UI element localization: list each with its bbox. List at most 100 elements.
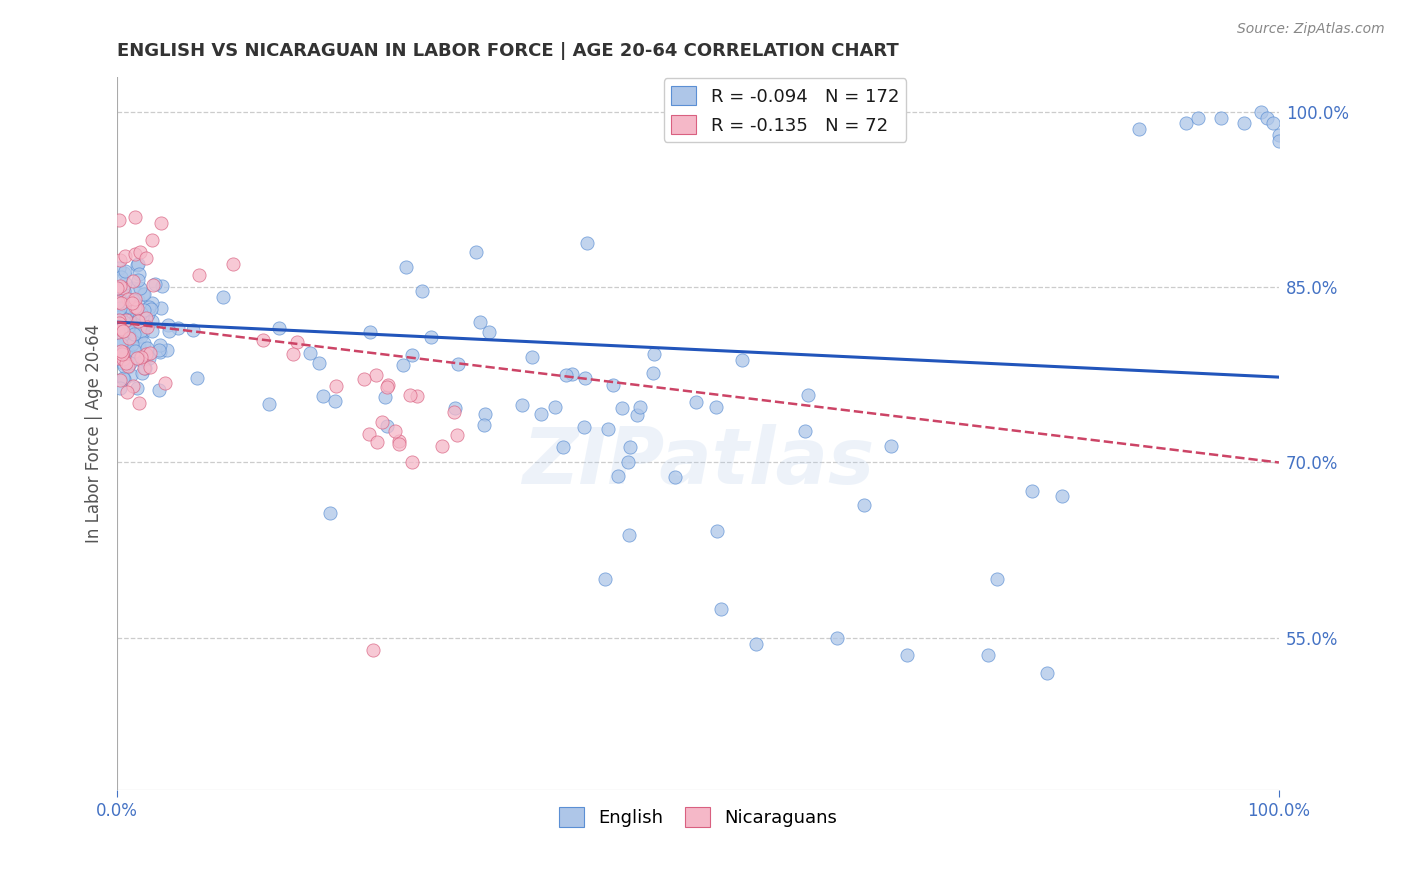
Point [128, 268, 150, 282]
Point [114, 248, 136, 262]
Point [986, 572, 1008, 586]
Point [117, 350, 139, 364]
Point [132, 286, 155, 301]
Point [118, 331, 141, 345]
Point [127, 381, 149, 395]
Point [706, 524, 728, 539]
Point [118, 317, 141, 331]
Point [1035, 665, 1057, 680]
Point [129, 245, 152, 260]
Point [111, 334, 134, 348]
Point [117, 293, 139, 307]
Point [129, 306, 152, 320]
Point [149, 344, 172, 359]
Point [311, 389, 333, 403]
Point [880, 438, 903, 452]
Point [114, 336, 136, 351]
Point [120, 343, 142, 358]
Point [142, 277, 165, 292]
Point [132, 351, 155, 366]
Point [553, 440, 575, 454]
Point [443, 405, 465, 419]
Point [1174, 116, 1197, 130]
Point [127, 293, 149, 308]
Point [141, 295, 163, 310]
Point [1256, 111, 1278, 125]
Point [132, 325, 155, 339]
Point [399, 387, 422, 401]
Point [325, 379, 347, 393]
Point [1021, 484, 1043, 499]
Point [167, 321, 190, 335]
Point [115, 320, 138, 334]
Point [112, 371, 135, 385]
Point [107, 316, 129, 330]
Point [127, 301, 149, 315]
Point [281, 347, 304, 361]
Point [1187, 111, 1209, 125]
Point [731, 352, 754, 367]
Point [617, 528, 640, 542]
Point [135, 310, 157, 325]
Point [319, 506, 342, 520]
Point [134, 311, 156, 326]
Point [128, 338, 150, 352]
Point [107, 295, 129, 310]
Point [555, 368, 578, 382]
Point [359, 325, 381, 339]
Point [117, 347, 139, 361]
Point [112, 344, 135, 359]
Point [474, 407, 496, 421]
Point [308, 356, 330, 370]
Point [444, 401, 467, 416]
Point [110, 322, 132, 336]
Point [120, 368, 142, 382]
Point [107, 325, 129, 339]
Point [117, 359, 139, 373]
Point [110, 295, 132, 310]
Point [139, 302, 162, 317]
Point [121, 334, 143, 349]
Point [468, 315, 491, 329]
Point [430, 439, 453, 453]
Point [117, 338, 139, 352]
Point [148, 383, 170, 397]
Point [148, 343, 170, 357]
Point [593, 573, 616, 587]
Point [143, 277, 166, 291]
Point [544, 400, 567, 414]
Point [181, 323, 204, 337]
Point [129, 324, 152, 338]
Point [128, 396, 150, 410]
Point [118, 356, 141, 370]
Point [1250, 104, 1272, 119]
Y-axis label: In Labor Force | Age 20-64: In Labor Force | Age 20-64 [86, 324, 103, 543]
Point [149, 338, 172, 352]
Point [105, 281, 128, 295]
Point [121, 293, 143, 307]
Point [118, 300, 141, 314]
Legend: English, Nicaraguans: English, Nicaraguans [551, 800, 845, 834]
Point [384, 424, 406, 438]
Point [561, 367, 583, 381]
Point [641, 366, 664, 380]
Point [1050, 489, 1073, 503]
Point [141, 314, 163, 328]
Point [107, 322, 129, 336]
Point [135, 346, 157, 360]
Point [299, 346, 322, 360]
Point [127, 273, 149, 287]
Point [1268, 134, 1291, 148]
Point [138, 300, 160, 314]
Point [124, 247, 146, 261]
Point [107, 351, 129, 365]
Point [628, 400, 651, 414]
Point [110, 279, 132, 293]
Point [141, 324, 163, 338]
Point [122, 274, 145, 288]
Point [129, 350, 152, 364]
Point [447, 357, 470, 371]
Point [132, 336, 155, 351]
Point [128, 311, 150, 326]
Point [114, 323, 136, 337]
